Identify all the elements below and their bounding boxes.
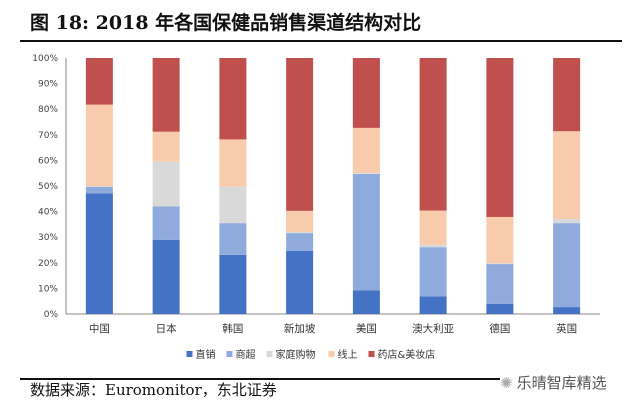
bar-segment [152, 58, 180, 132]
y-tick-label: 90% [38, 80, 58, 90]
y-tick-label: 50% [38, 182, 58, 192]
bar-segment [352, 290, 380, 314]
x-tick-label: 新加坡 [284, 322, 316, 335]
y-tick-label: 0% [44, 310, 59, 320]
x-tick-label: 中国 [89, 322, 110, 335]
bar-segment [419, 244, 447, 248]
bar-segment [553, 223, 581, 308]
bar-segment [219, 139, 247, 187]
bar-segment [152, 161, 180, 207]
bar-segment [286, 250, 314, 314]
bar-segment [486, 263, 514, 265]
bar-segment [486, 264, 514, 304]
bar-segment [419, 58, 447, 211]
y-tick-label: 60% [38, 156, 58, 166]
watermark: ✺ 乐晴智库精选 [500, 372, 607, 393]
y-tick-label: 30% [38, 233, 58, 243]
bar-segment [486, 303, 514, 314]
x-tick-label: 英国 [556, 322, 577, 335]
legend-swatch [226, 351, 233, 357]
legend-label: 直销 [196, 348, 216, 361]
y-tick-label: 20% [38, 259, 58, 269]
source-rule [20, 378, 500, 380]
bar-segment [486, 58, 514, 217]
bar-segment [286, 210, 314, 233]
bar-segment [352, 173, 380, 291]
bar-segment [419, 247, 447, 297]
bar-segment [352, 173, 380, 174]
bar-segment [419, 296, 447, 314]
source-note: 数据来源：Euromonitor，东北证券 [30, 381, 277, 399]
x-tick-label: 澳大利亚 [412, 322, 454, 335]
bar-segment [152, 239, 180, 314]
bar-segment [152, 131, 180, 162]
bar-segment [85, 104, 113, 186]
bar-segment [286, 58, 314, 211]
y-tick-label: 10% [38, 284, 58, 294]
x-tick-label: 美国 [356, 322, 377, 335]
bar-segment [553, 131, 581, 220]
bar-segment [219, 223, 247, 255]
x-tick-label: 韩国 [222, 322, 243, 335]
bar-segment [419, 210, 447, 245]
watermark-text: 乐晴智库精选 [516, 374, 607, 392]
legend-swatch [328, 351, 335, 357]
bar-segment [152, 206, 180, 240]
legend-label: 家庭购物 [276, 348, 316, 361]
legend-swatch [266, 351, 273, 357]
bar-segment [553, 307, 581, 314]
bar-segment [486, 216, 514, 264]
y-tick-label: 100% [32, 54, 58, 64]
bar-segment [352, 58, 380, 128]
legend-label: 商超 [236, 348, 256, 361]
bar-segment [219, 186, 247, 224]
bar-segment [286, 233, 314, 251]
bar-segment [352, 127, 380, 174]
wechat-icon: ✺ [500, 373, 513, 392]
bar-segment [219, 58, 247, 140]
legend-label: 线上 [338, 348, 358, 361]
x-tick-label: 德国 [489, 322, 510, 335]
y-tick-label: 70% [38, 131, 58, 141]
bar-segment [553, 219, 581, 224]
x-tick-label: 日本 [156, 322, 177, 335]
figure-title: 图 18: 2018 年各国保健品销售渠道结构对比 [30, 12, 422, 34]
legend-label: 药店&美妆店 [378, 348, 436, 361]
legend-swatch [186, 351, 193, 357]
bar-segment [85, 187, 113, 194]
title-rule [20, 40, 622, 42]
y-tick-label: 40% [38, 208, 58, 218]
legend-swatch [368, 351, 375, 357]
bar-segment [553, 58, 581, 132]
bar-segment [219, 254, 247, 314]
bar-segment [85, 58, 113, 105]
bar-segment [85, 186, 113, 188]
y-tick-label: 80% [38, 105, 58, 115]
bar-segment [85, 193, 113, 314]
bar-segment [286, 232, 314, 234]
